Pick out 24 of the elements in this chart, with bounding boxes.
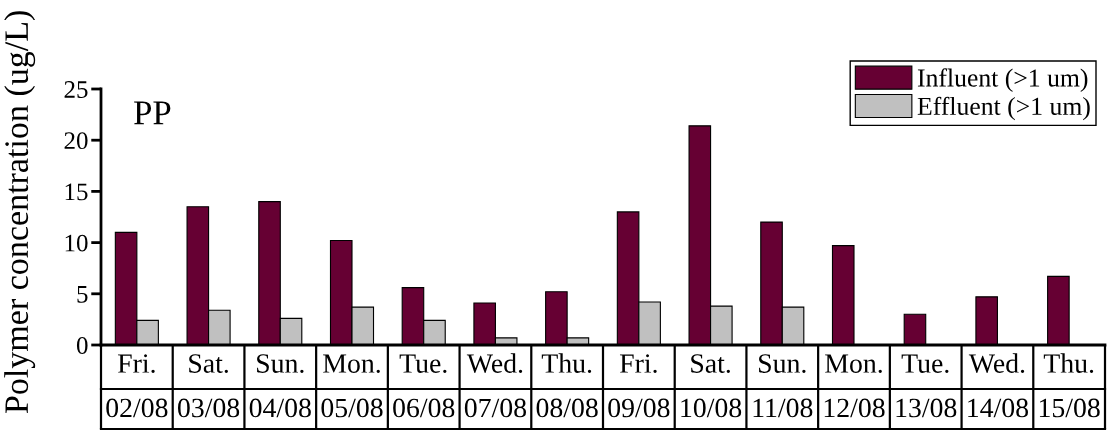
x-tick-label: Wed. 07/08 <box>464 353 527 418</box>
x-tick-label: Sun. 11/08 <box>753 354 813 418</box>
x-tick-label: Tue. 13/08 <box>896 354 957 418</box>
y-axis-title: Polymer concentration (ug/L) <box>4 11 36 414</box>
x-tick-label: Sat. 03/08 <box>177 354 240 418</box>
y-tick-label: 20 <box>64 132 88 150</box>
legend-label: Influent (>1 um) <box>917 68 1088 92</box>
x-tick-label: Mon. 05/08 <box>321 354 383 418</box>
x-tick-label: Fri. 02/08 <box>106 354 168 418</box>
x-tick-label: Thu. 08/08 <box>536 353 598 418</box>
y-tick-label: 0 <box>76 337 88 354</box>
x-tick-label: Wed. 14/08 <box>968 353 1029 418</box>
x-tick-label: Sun. 04/08 <box>249 354 311 418</box>
x-tick-label: Sat. 10/08 <box>681 354 742 418</box>
y-tick-label: 5 <box>77 286 88 303</box>
legend-label: Effluent (>1 um) <box>917 96 1090 121</box>
y-tick-label: 10 <box>65 234 88 252</box>
x-tick-label: Fri. 09/08 <box>608 354 670 418</box>
y-tick-label: 25 <box>64 81 88 98</box>
x-tick-label: Mon. 12/08 <box>824 354 885 418</box>
y-tick-label: 15 <box>65 183 88 201</box>
annotation: PP <box>134 101 171 125</box>
x-tick-label: Thu. 15/08 <box>1039 353 1100 418</box>
x-tick-label: Tue. 06/08 <box>393 354 455 418</box>
